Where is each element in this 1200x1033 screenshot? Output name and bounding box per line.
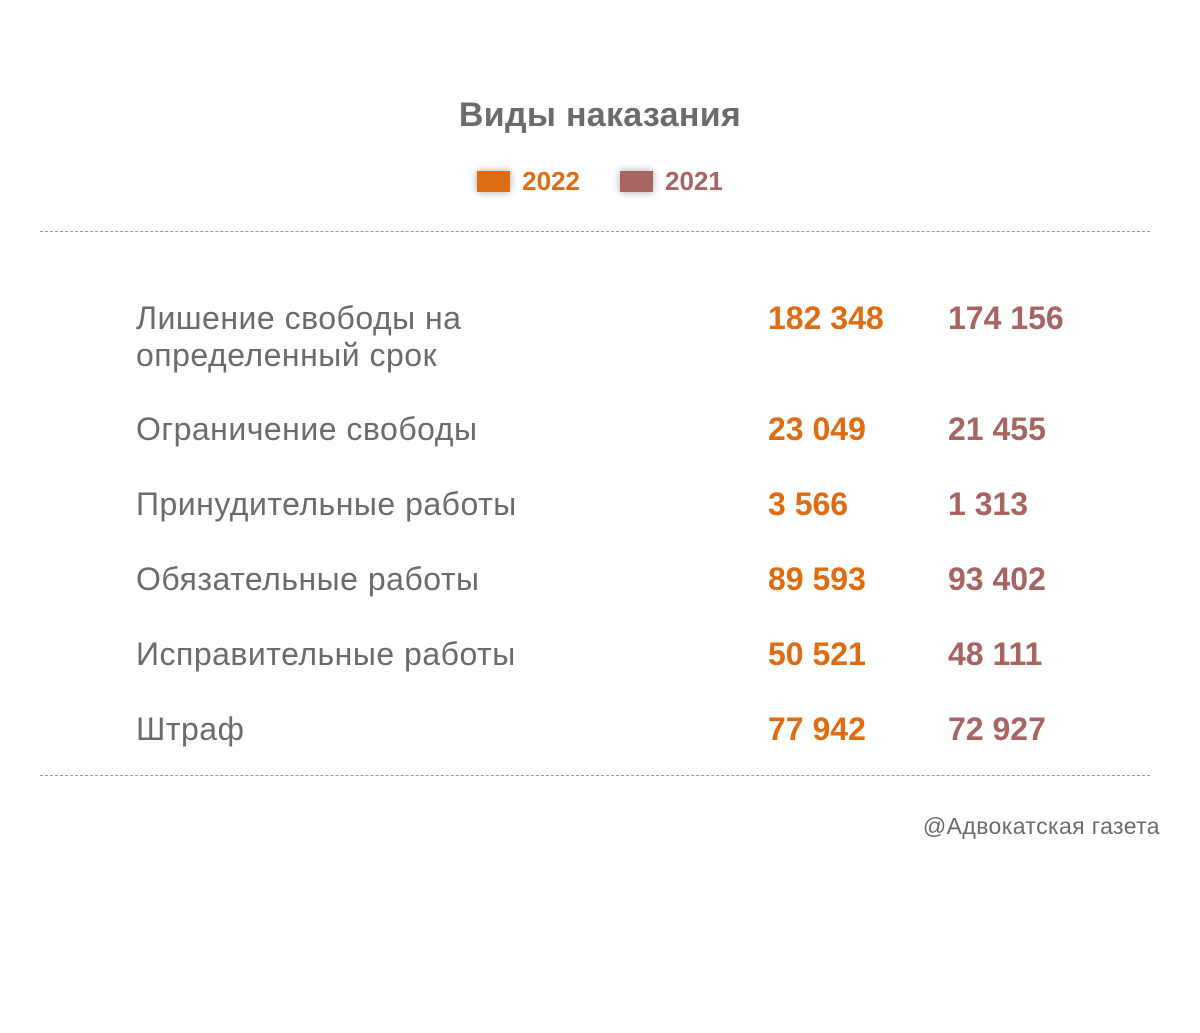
legend-item-2022: 2022 [477,166,580,197]
legend-swatch-2022 [477,171,511,192]
row-label: Принудительные работы [136,486,517,522]
value-2021: 72 927 [948,711,1046,747]
legend-label-2021: 2021 [665,166,723,196]
legend-label-2022: 2022 [522,166,580,196]
value-2021: 1 313 [948,486,1029,522]
row-label: Обязательные работы [136,561,480,597]
legend-swatch-2021 [620,171,653,192]
chart-title: Виды наказания [458,96,742,134]
row-label: Лишение свободы на определенный срок [136,300,462,373]
value-2021: 93 402 [948,561,1046,597]
row-label: Штраф [136,711,245,747]
top-divider [40,231,1150,232]
value-2022: 50 521 [768,636,866,672]
value-2022: 89 593 [768,561,866,597]
row-label: Ограничение свободы [136,411,478,447]
value-2021: 21 455 [948,411,1046,447]
source-credit: @Адвокатская газета [922,813,1160,839]
row-label: Исправительные работы [136,636,516,672]
value-2022: 3 566 [768,486,849,522]
value-2022: 23 049 [768,411,866,447]
legend-item-2021: 2021 [620,166,723,197]
value-2022: 77 942 [768,711,866,747]
value-2022: 182 348 [768,300,884,336]
value-2021: 48 111 [948,636,1043,672]
value-2021: 174 156 [948,300,1064,336]
legend: 2022 2021 [0,166,1200,197]
bottom-divider [40,775,1150,776]
